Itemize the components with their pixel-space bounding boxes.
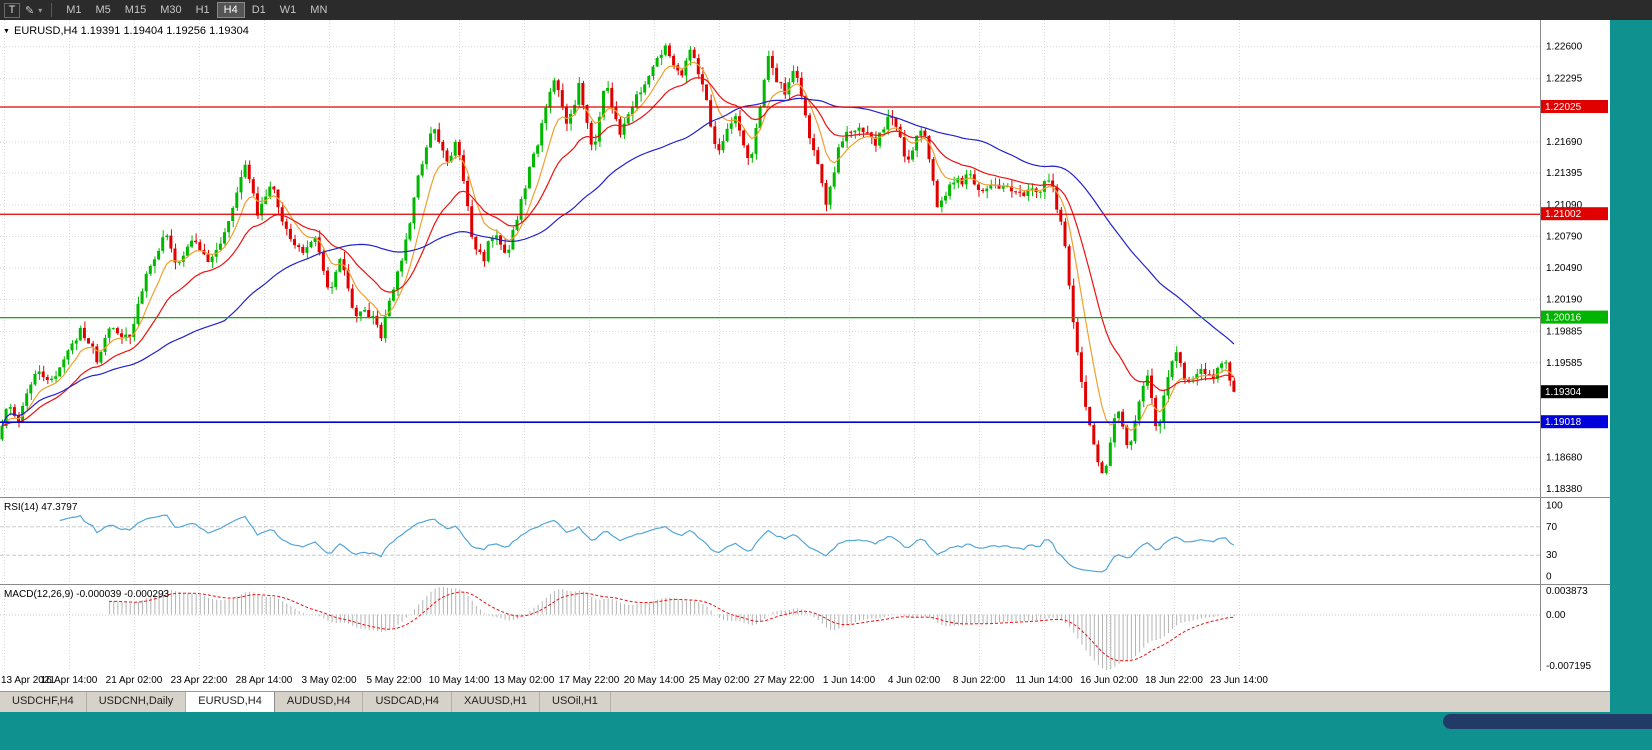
svg-text:MACD(12,26,9) -0.000039 -0.000: MACD(12,26,9) -0.000039 -0.000293 [4,589,170,600]
svg-text:1.22025: 1.22025 [1545,102,1582,113]
svg-text:1.22600: 1.22600 [1546,42,1583,53]
top-toolbar: T ✎ ▾ M1 M5 M15 M30 H1 H4 D1 W1 MN [0,0,1652,20]
svg-text:-0.007195: -0.007195 [1546,661,1591,672]
svg-text:0: 0 [1546,572,1552,583]
svg-text:1.20190: 1.20190 [1546,294,1583,305]
macd-panel [0,587,1540,671]
tab-audusd-h4[interactable]: AUDUSD,H4 [275,692,364,712]
tab-usdcad-h4[interactable]: USDCAD,H4 [363,692,453,712]
tab-usoil-h1[interactable]: USOil,H1 [540,692,611,712]
svg-text:23 Jun 14:00: 23 Jun 14:00 [1210,675,1268,686]
svg-text:5 May 22:00: 5 May 22:00 [366,675,421,686]
horizontal-scrollbar-thumb[interactable] [1443,714,1652,729]
moving-averages-layer [1,61,1235,432]
toolbar-separator [51,3,53,17]
timeframe-mn-button[interactable]: MN [310,4,328,16]
svg-text:10 May 14:00: 10 May 14:00 [429,675,490,686]
svg-text:27 May 22:00: 27 May 22:00 [754,675,815,686]
svg-text:1.21090: 1.21090 [1546,200,1583,211]
svg-text:18 Jun 22:00: 18 Jun 22:00 [1145,675,1203,686]
timeframe-h4-button[interactable]: H4 [216,2,245,18]
svg-text:RSI(14) 47.3797: RSI(14) 47.3797 [4,502,78,513]
rsi-panel [0,514,1540,573]
svg-text:1.20790: 1.20790 [1546,231,1583,242]
svg-text:25 May 02:00: 25 May 02:00 [689,675,750,686]
svg-text:1 Jun 14:00: 1 Jun 14:00 [823,675,876,686]
candles-layer [0,42,1236,475]
timeframe-m30-button[interactable]: M30 [160,4,182,16]
chart-background[interactable] [0,20,1610,691]
svg-text:13 Apr 2021: 13 Apr 2021 [1,675,55,686]
price-badges: 1.22025 1.21002 1.20016 1.19018 1.19304 [1541,100,1608,428]
grid-layer [0,20,1540,671]
tab-eurusd-h4[interactable]: EURUSD,H4 [186,692,275,712]
timeframe-w1-button[interactable]: W1 [279,4,297,16]
tab-usdchf-h4[interactable]: USDCHF,H4 [0,692,87,712]
svg-text:1.19885: 1.19885 [1546,326,1583,337]
price-axis[interactable]: 1.22600 1.22295 1.21690 1.21395 1.21090 1.207… [1540,20,1592,672]
chevron-down-icon[interactable]: ▾ [38,5,43,15]
svg-text:1.22295: 1.22295 [1546,74,1583,85]
svg-text:3 May 02:00: 3 May 02:00 [301,675,356,686]
chart-menu-icon[interactable]: ▼ [3,28,10,35]
chart-title: ▼ EURUSD,H4 1.19391 1.19404 1.19256 1.193… [3,25,249,37]
svg-text:23 Apr 22:00: 23 Apr 22:00 [171,675,228,686]
price-chart[interactable]: 1.22600 1.22295 1.21690 1.21395 1.21090 1.207… [0,20,1610,691]
svg-text:0.00: 0.00 [1546,610,1566,621]
svg-text:28 Apr 14:00: 28 Apr 14:00 [236,675,293,686]
svg-text:11 Jun 14:00: 11 Jun 14:00 [1015,675,1073,686]
svg-text:1.20490: 1.20490 [1546,263,1583,274]
svg-text:1.19018: 1.19018 [1545,417,1582,428]
timeframe-m5-button[interactable]: M5 [95,4,111,16]
timeframe-h1-button[interactable]: H1 [195,4,210,16]
svg-text:1.21395: 1.21395 [1546,168,1583,179]
svg-text:20 May 14:00: 20 May 14:00 [624,675,685,686]
tab-xauusd-h1[interactable]: XAUUSD,H1 [452,692,540,712]
svg-text:1.19585: 1.19585 [1546,358,1583,369]
svg-text:1.19304: 1.19304 [1545,387,1582,398]
rsi-label: RSI(14) 47.3797 [4,502,78,513]
svg-text:100: 100 [1546,501,1563,512]
timeframe-m15-button[interactable]: M15 [124,4,147,16]
svg-text:1.18380: 1.18380 [1546,484,1583,495]
macd-label: MACD(12,26,9) -0.000039 -0.000293 [4,589,170,600]
svg-text:13 May 02:00: 13 May 02:00 [494,675,555,686]
svg-text:30: 30 [1546,550,1558,561]
draw-tool-icon[interactable]: ✎ [25,4,35,17]
chart-tabs-bar: USDCHF,H4 USDCNH,Daily EURUSD,H4 AUDUSD,… [0,691,1610,712]
svg-text:1.20016: 1.20016 [1545,313,1582,324]
svg-text:0.003873: 0.003873 [1546,586,1588,597]
timeframe-m1-button[interactable]: M1 [66,4,82,16]
hlines-layer[interactable] [0,106,1540,424]
svg-text:70: 70 [1546,522,1558,533]
svg-text:1.21690: 1.21690 [1546,137,1583,148]
tab-usdcnh-daily[interactable]: USDCNH,Daily [87,692,187,712]
panel-separators[interactable] [0,497,1610,585]
svg-text:8 Jun 22:00: 8 Jun 22:00 [953,675,1006,686]
svg-text:1.18680: 1.18680 [1546,453,1583,464]
svg-text:17 May 22:00: 17 May 22:00 [559,675,620,686]
svg-text:16 Jun 02:00: 16 Jun 02:00 [1080,675,1138,686]
cursor-tool-button[interactable]: T [4,2,20,18]
svg-text:16 Apr 14:00: 16 Apr 14:00 [41,675,98,686]
svg-text:21 Apr 02:00: 21 Apr 02:00 [106,675,163,686]
timeframe-d1-button[interactable]: D1 [251,4,266,16]
svg-text:1.21002: 1.21002 [1545,209,1582,220]
svg-text:4 Jun 02:00: 4 Jun 02:00 [888,675,941,686]
svg-text:EURUSD,H4 1.19391 1.19404 1.1: EURUSD,H4 1.19391 1.19404 1.19256 1.1930… [14,25,249,37]
